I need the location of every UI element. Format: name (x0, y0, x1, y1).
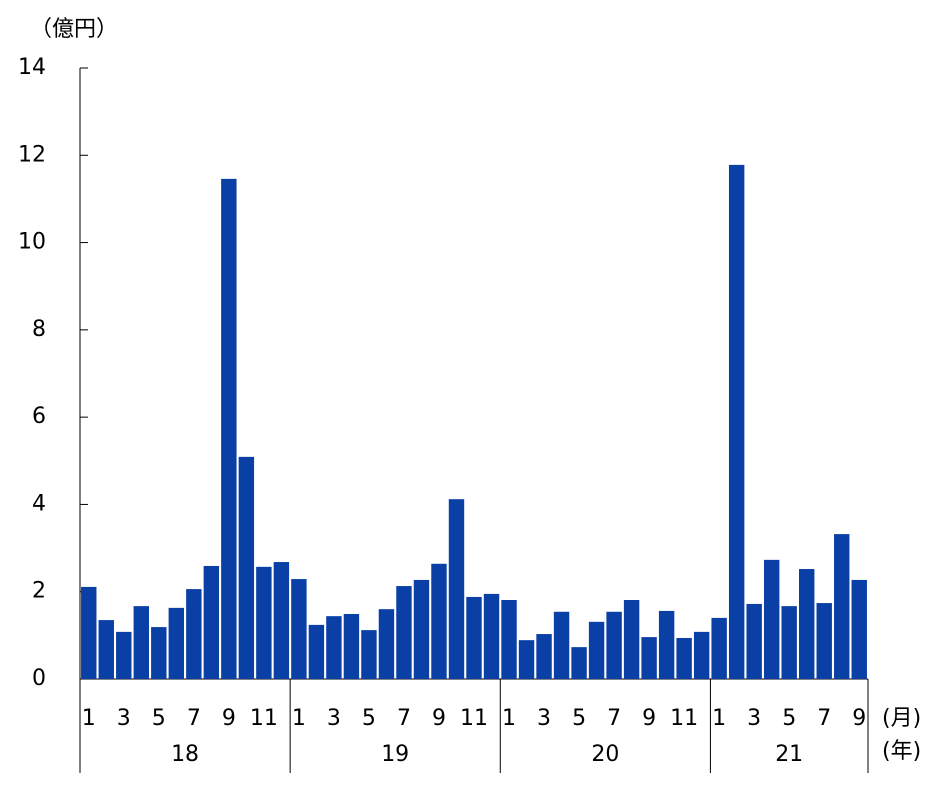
x-tick-label: 11 (460, 706, 488, 731)
y-tick-label: 8 (32, 317, 46, 342)
bar (676, 637, 692, 679)
bar (641, 637, 657, 679)
group-label: 19 (381, 742, 409, 767)
x-tick-label: 3 (747, 706, 761, 731)
bar (623, 600, 640, 679)
y-tick-label: 0 (32, 666, 46, 691)
x-tick-label: 3 (537, 706, 551, 731)
bar (799, 569, 815, 679)
bar (606, 611, 622, 679)
x-tick-label: 9 (852, 706, 866, 731)
bar (483, 593, 500, 679)
bar (151, 627, 167, 679)
bar (343, 613, 360, 679)
bar (851, 579, 867, 679)
bar (413, 579, 430, 679)
bar (834, 534, 850, 679)
bar (168, 607, 185, 679)
bar (658, 610, 675, 679)
x-tick-label: 5 (152, 706, 166, 731)
y-tick-label: 14 (18, 55, 46, 80)
x-tick-label: 5 (362, 706, 376, 731)
bar (308, 624, 325, 679)
bar (256, 566, 272, 679)
x-tick-label: 11 (670, 706, 698, 731)
bar (133, 606, 149, 679)
x-tick-label: 3 (327, 706, 341, 731)
x-tick-label: 7 (817, 706, 831, 731)
bar (203, 565, 220, 679)
group-unit: (年) (882, 739, 921, 764)
bar (518, 640, 535, 679)
bar (396, 586, 412, 679)
y-tick-label: 10 (18, 230, 46, 255)
bar (763, 559, 780, 679)
bar (711, 617, 727, 679)
x-tick-label: 5 (572, 706, 586, 731)
x-unit: (月) (882, 706, 921, 731)
bar (326, 616, 342, 679)
bar (728, 164, 745, 679)
x-tick-label: 3 (117, 706, 131, 731)
y-tick-label: 12 (18, 142, 46, 167)
bar (116, 631, 132, 679)
bar (746, 603, 762, 679)
bar (536, 634, 552, 679)
x-tick-label: 1 (502, 706, 516, 731)
x-tick-label: 7 (397, 706, 411, 731)
bar (571, 647, 587, 679)
bar (238, 456, 255, 679)
x-tick-label: 5 (782, 706, 796, 731)
bar (98, 620, 114, 679)
group-label: 18 (171, 742, 199, 767)
bar (816, 603, 832, 679)
x-tick-label: 11 (250, 706, 278, 731)
x-tick-label: 9 (642, 706, 656, 731)
bar (588, 621, 605, 679)
bar (221, 178, 237, 680)
x-tick-label: 1 (292, 706, 306, 731)
bar (291, 579, 307, 679)
bar (361, 630, 377, 679)
group-label: 21 (775, 742, 803, 767)
y-unit: （億円） (30, 17, 118, 42)
x-tick-label: 9 (432, 706, 446, 731)
x-tick-label: 1 (82, 706, 96, 731)
bar (448, 499, 465, 679)
x-tick-label: 1 (712, 706, 726, 731)
x-tick-label: 7 (607, 706, 621, 731)
y-tick-label: 6 (32, 404, 46, 429)
bar (431, 563, 447, 679)
bar (466, 596, 482, 679)
bar (378, 609, 395, 679)
y-tick-label: 4 (32, 491, 46, 516)
x-tick-label: 7 (187, 706, 201, 731)
bar (781, 606, 797, 679)
group-label: 20 (591, 742, 619, 767)
bar (186, 589, 202, 679)
bar (81, 586, 97, 679)
y-tick-label: 2 (32, 579, 46, 604)
bar (693, 631, 710, 679)
bar (273, 562, 290, 679)
x-tick-label: 9 (222, 706, 236, 731)
bar (553, 611, 570, 679)
bar (501, 600, 517, 679)
